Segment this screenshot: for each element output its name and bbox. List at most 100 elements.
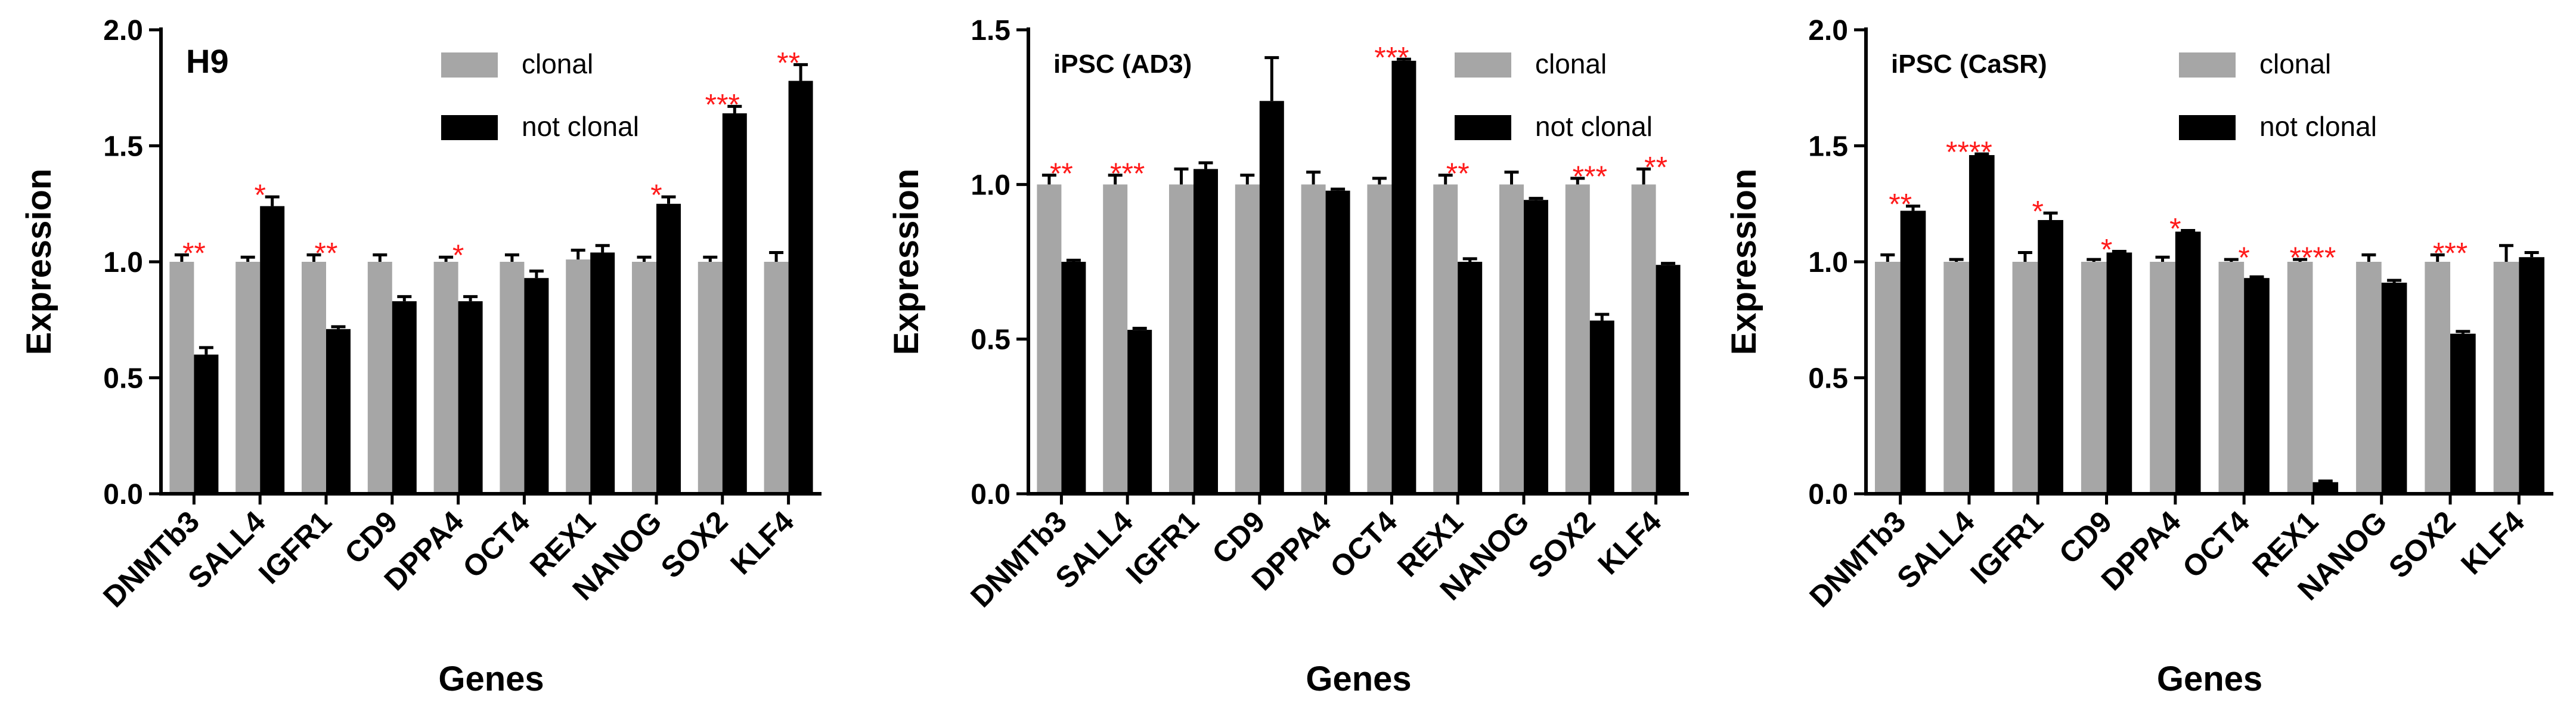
bar-clonal-nanog xyxy=(632,262,656,494)
bar-clonal-dppa4 xyxy=(433,262,458,494)
bar-clonal-nanog xyxy=(2356,262,2382,494)
bar-not-clonal-oct4 xyxy=(524,278,549,494)
bar-clonal-dnmtb3 xyxy=(1037,184,1062,494)
bar-clonal-cd9 xyxy=(367,262,392,494)
bar-clonal-dnmtb3 xyxy=(169,262,194,494)
significance-label: ** xyxy=(315,236,338,270)
bar-clonal-dppa4 xyxy=(2150,262,2175,494)
y-tick-label: 0.0 xyxy=(971,479,1010,510)
bar-not-clonal-sox2 xyxy=(722,113,747,494)
bar-not-clonal-oct4 xyxy=(1391,60,1416,494)
bar-clonal-oct4 xyxy=(500,262,525,494)
bar-not-clonal-dppa4 xyxy=(1325,190,1350,494)
significance-label: *** xyxy=(1573,160,1607,193)
bar-not-clonal-igfr1 xyxy=(326,329,351,494)
x-tick-label: KLF4 xyxy=(2454,505,2531,581)
x-tick-label: IGFR1 xyxy=(1964,505,2050,590)
x-tick-label: DPPA4 xyxy=(2095,505,2187,597)
bar-clonal-cd9 xyxy=(1235,184,1260,494)
bar-not-clonal-dnmtb3 xyxy=(1061,262,1086,494)
bar-not-clonal-nanog xyxy=(2381,283,2407,494)
significance-label: * xyxy=(452,239,464,272)
bar-not-clonal-sox2 xyxy=(1589,320,1614,494)
significance-label: * xyxy=(2101,233,2112,266)
panel-label: iPSC (CaSR) xyxy=(1891,49,2047,79)
significance-label: ** xyxy=(1050,157,1073,190)
bar-clonal-sall4 xyxy=(1103,184,1128,494)
x-tick-label: DNMTb3 xyxy=(1803,505,1912,614)
bar-not-clonal-rex1 xyxy=(1458,262,1483,494)
y-tick-label: 0.5 xyxy=(103,363,143,395)
x-tick-label: DNMTb3 xyxy=(97,505,206,614)
x-tick-label: IGFR1 xyxy=(1120,505,1205,590)
significance-label: **** xyxy=(2290,241,2336,274)
bar-clonal-cd9 xyxy=(2081,262,2107,494)
x-tick-label: OCT4 xyxy=(456,505,536,584)
bar-not-clonal-klf4 xyxy=(1656,265,1681,494)
y-tick-label: 0.5 xyxy=(971,324,1010,356)
y-tick-label: 2.0 xyxy=(103,15,143,47)
bar-not-clonal-klf4 xyxy=(2519,257,2545,494)
y-tick-label: 1.5 xyxy=(103,131,143,163)
significance-label: ** xyxy=(182,236,206,270)
bar-clonal-igfr1 xyxy=(2012,262,2038,494)
y-tick-label: 1.5 xyxy=(971,15,1010,47)
x-tick-label: KLF4 xyxy=(724,505,800,581)
legend-label-not-clonal: not clonal xyxy=(522,111,639,142)
y-axis-title: Expression xyxy=(887,169,926,355)
bar-not-clonal-cd9 xyxy=(1259,101,1284,494)
bar-clonal-oct4 xyxy=(2218,262,2245,494)
x-tick-label: SALL4 xyxy=(1890,505,1981,595)
significance-label: ** xyxy=(1644,150,1667,184)
significance-label: * xyxy=(650,178,662,212)
x-axis-title: Genes xyxy=(1306,660,1411,698)
bar-clonal-igfr1 xyxy=(1169,184,1194,494)
significance-label: ** xyxy=(1889,188,1912,221)
bar-not-clonal-igfr1 xyxy=(1194,169,1218,494)
x-tick-label: SOX2 xyxy=(1522,505,1602,584)
bar-clonal-klf4 xyxy=(2493,262,2519,494)
bar-clonal-sall4 xyxy=(1943,262,1969,494)
chart-panel-3: **DNMTb3****SALL4*IGFR1*CD9*DPPA4*OCT4**… xyxy=(1725,15,2553,698)
bar-not-clonal-dppa4 xyxy=(458,301,483,494)
legend-swatch-not-clonal xyxy=(2179,115,2236,140)
significance-label: ** xyxy=(777,46,800,79)
panel-label: iPSC (AD3) xyxy=(1053,49,1192,79)
bar-not-clonal-dnmtb3 xyxy=(194,354,219,494)
panel-label: H9 xyxy=(186,42,229,80)
bar-not-clonal-sall4 xyxy=(1969,155,1995,494)
significance-label: * xyxy=(2238,241,2249,274)
bar-not-clonal-nanog xyxy=(1524,200,1548,494)
x-tick-label: DNMTb3 xyxy=(964,505,1073,614)
chart-panel-1: **DNMTb3*SALL4**IGFR1 CD9*DPPA4OCT4REX1*N… xyxy=(20,15,822,698)
bar-clonal-rex1 xyxy=(1433,184,1458,494)
y-axis-title: Expression xyxy=(20,169,58,355)
bar-not-clonal-nanog xyxy=(656,203,681,494)
x-tick-label: OCT4 xyxy=(1323,505,1403,584)
bar-clonal-klf4 xyxy=(764,262,789,494)
bar-clonal-sall4 xyxy=(235,262,261,494)
legend-swatch-not-clonal xyxy=(1455,115,1511,140)
legend-swatch-clonal xyxy=(1455,52,1511,78)
x-tick-label: SOX2 xyxy=(655,505,734,584)
bar-clonal-sox2 xyxy=(2425,262,2451,494)
bar-clonal-dppa4 xyxy=(1301,184,1326,494)
significance-label: ** xyxy=(1446,157,1470,190)
bar-not-clonal-klf4 xyxy=(788,81,813,494)
bar-not-clonal-sall4 xyxy=(260,206,285,494)
bar-not-clonal-cd9 xyxy=(2106,252,2132,494)
bar-clonal-igfr1 xyxy=(302,262,326,494)
bar-not-clonal-rex1 xyxy=(590,252,615,494)
bar-not-clonal-rex1 xyxy=(2312,482,2339,494)
legend-label-clonal: clonal xyxy=(522,48,593,79)
bar-not-clonal-dnmtb3 xyxy=(1900,211,1926,494)
bar-clonal-dnmtb3 xyxy=(1874,262,1901,494)
x-tick-label: IGFR1 xyxy=(252,505,338,590)
x-axis-title: Genes xyxy=(2157,660,2262,698)
y-tick-label: 0.5 xyxy=(1808,363,1848,395)
bar-clonal-rex1 xyxy=(566,259,591,494)
bar-clonal-sox2 xyxy=(1565,184,1590,494)
significance-label: *** xyxy=(1110,157,1145,190)
significance-label: * xyxy=(2169,212,2181,245)
